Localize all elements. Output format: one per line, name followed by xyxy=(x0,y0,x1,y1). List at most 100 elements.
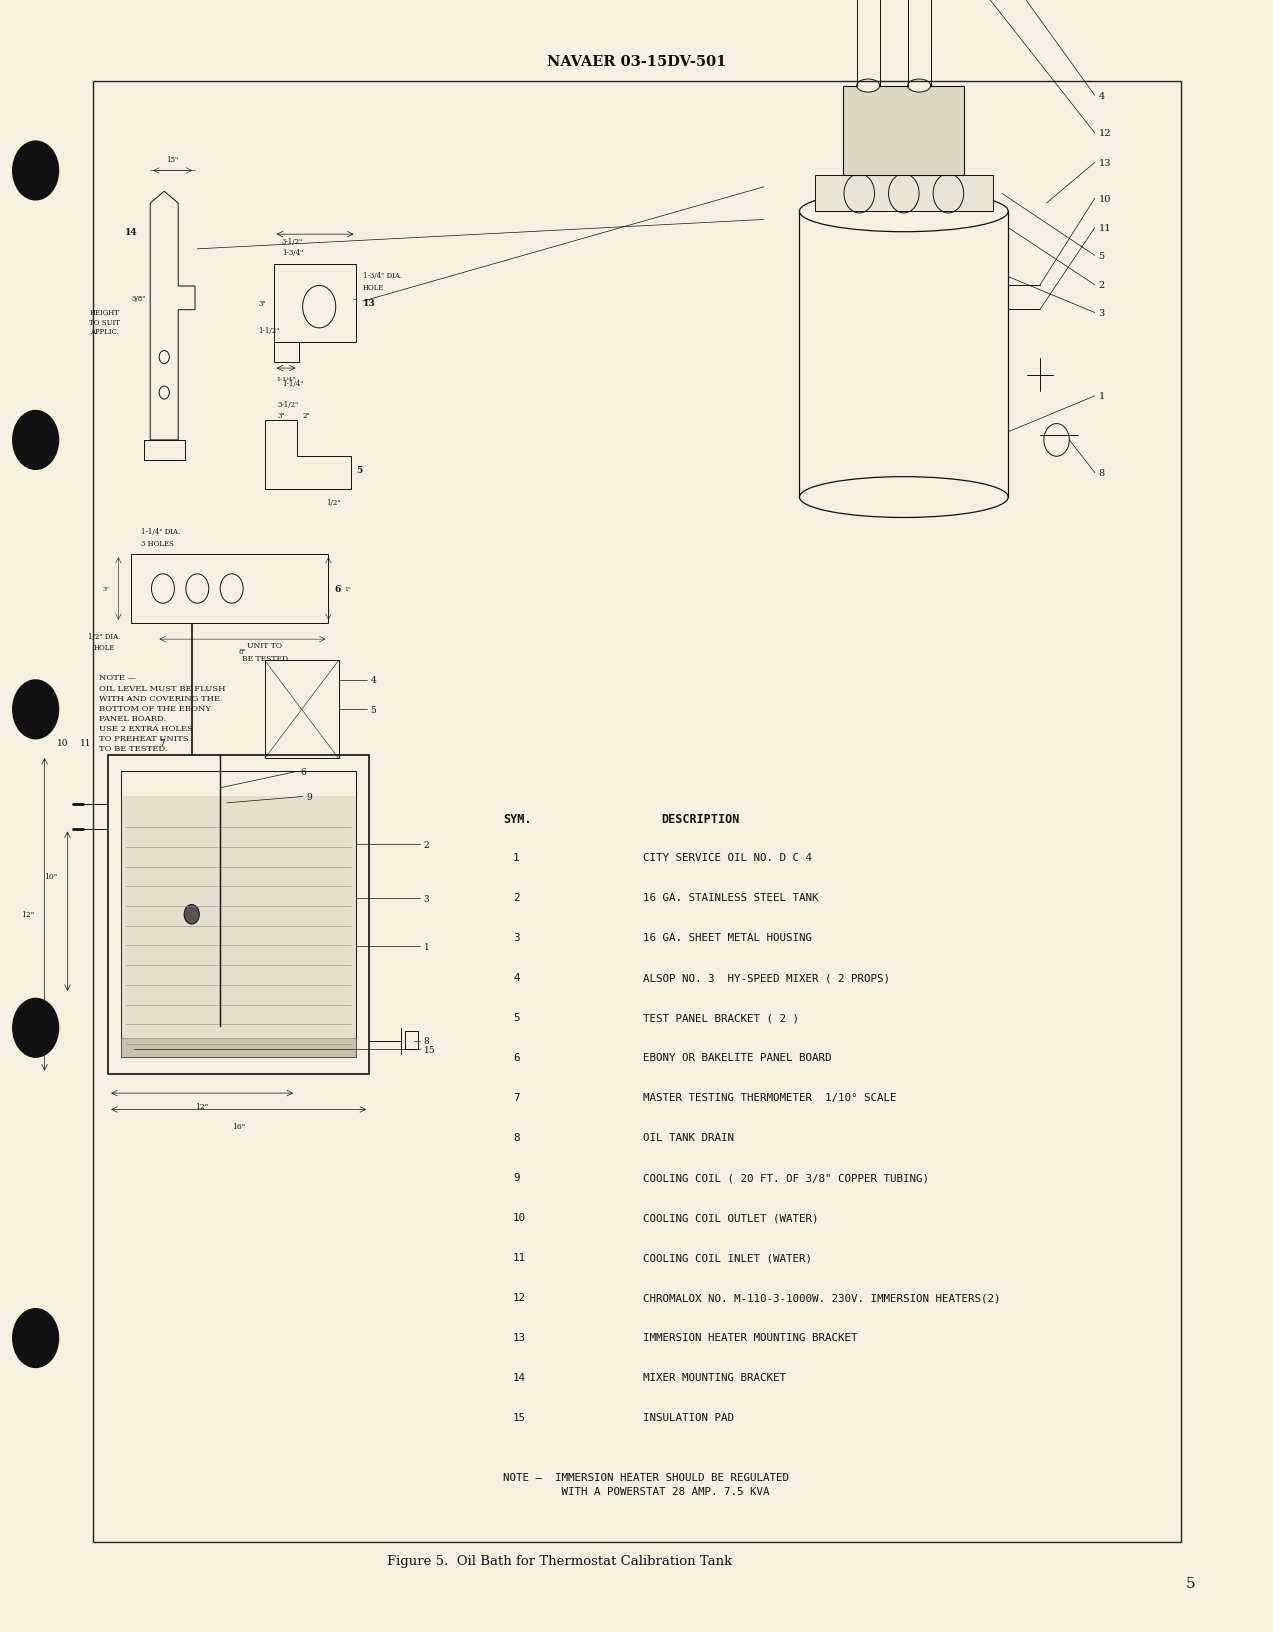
Text: 6: 6 xyxy=(513,1053,519,1062)
Text: 1-3/4" DIA.: 1-3/4" DIA. xyxy=(363,273,402,281)
Text: 1-1/4": 1-1/4" xyxy=(276,375,295,382)
Text: 13: 13 xyxy=(1099,158,1111,168)
Text: 1/2": 1/2" xyxy=(326,499,340,506)
Circle shape xyxy=(13,411,59,470)
Text: 10: 10 xyxy=(513,1213,526,1222)
Text: 13: 13 xyxy=(513,1332,526,1343)
Text: 15: 15 xyxy=(513,1412,526,1423)
Text: NOTE —  IMMERSION HEATER SHOULD BE REGULATED
         WITH A POWERSTAT 28 AMP. 7: NOTE — IMMERSION HEATER SHOULD BE REGULA… xyxy=(503,1472,789,1497)
Text: SYM.: SYM. xyxy=(503,813,531,826)
Circle shape xyxy=(13,1309,59,1368)
Text: 5: 5 xyxy=(1185,1577,1195,1590)
Bar xyxy=(121,772,356,1058)
Bar xyxy=(843,86,964,176)
Text: 14: 14 xyxy=(125,228,137,237)
Text: 3": 3" xyxy=(258,300,266,307)
Text: 11: 11 xyxy=(1099,224,1111,233)
Text: 1-3/4": 1-3/4" xyxy=(283,250,303,256)
Circle shape xyxy=(13,999,59,1058)
Text: 1-1/4": 1-1/4" xyxy=(283,380,303,387)
Text: OIL TANK DRAIN: OIL TANK DRAIN xyxy=(643,1133,733,1142)
Text: 3-1/2": 3-1/2" xyxy=(278,401,299,408)
Text: 16 GA. STAINLESS STEEL TANK: 16 GA. STAINLESS STEEL TANK xyxy=(643,893,819,902)
Bar xyxy=(265,661,339,759)
Text: COOLING COIL OUTLET (WATER): COOLING COIL OUTLET (WATER) xyxy=(643,1213,819,1222)
Text: HEIGHT
TO SUIT
APPLIC.: HEIGHT TO SUIT APPLIC. xyxy=(89,308,120,336)
Text: 11: 11 xyxy=(513,1253,526,1263)
Circle shape xyxy=(13,681,59,739)
Text: 5: 5 xyxy=(370,705,377,715)
Text: HOLE: HOLE xyxy=(363,284,384,292)
Text: UNIT TO: UNIT TO xyxy=(247,641,283,650)
Text: 3 HOLES: 3 HOLES xyxy=(141,540,174,547)
Text: 3-1/2": 3-1/2" xyxy=(283,238,303,245)
Text: 9: 9 xyxy=(513,1172,519,1183)
Text: ALSOP NO. 3  HY-SPEED MIXER ( 2 PROPS): ALSOP NO. 3 HY-SPEED MIXER ( 2 PROPS) xyxy=(643,973,890,982)
Text: 10: 10 xyxy=(57,738,69,747)
Text: 6: 6 xyxy=(335,584,341,594)
Text: 1/2" DIA.: 1/2" DIA. xyxy=(88,633,121,640)
Text: IMMERSION HEATER MOUNTING BRACKET: IMMERSION HEATER MOUNTING BRACKET xyxy=(643,1332,857,1343)
Text: COOLING COIL ( 20 FT. OF 3/8" COPPER TUBING): COOLING COIL ( 20 FT. OF 3/8" COPPER TUB… xyxy=(643,1172,929,1183)
Text: 7: 7 xyxy=(159,738,165,747)
Ellipse shape xyxy=(908,80,931,93)
Text: CITY SERVICE OIL NO. D C 4: CITY SERVICE OIL NO. D C 4 xyxy=(643,852,812,863)
Text: 3": 3" xyxy=(102,586,109,592)
Bar xyxy=(93,82,1181,1542)
Circle shape xyxy=(185,904,200,924)
Text: 6: 6 xyxy=(300,767,307,777)
Text: BE TESTED: BE TESTED xyxy=(242,654,288,663)
Text: 14: 14 xyxy=(513,1373,526,1382)
Text: 5: 5 xyxy=(513,1012,519,1023)
Text: 9: 9 xyxy=(307,793,313,801)
Text: INSULATION PAD: INSULATION PAD xyxy=(643,1412,733,1423)
Text: CHROMALOX NO. M-110-3-1000W. 230V. IMMERSION HEATERS(2): CHROMALOX NO. M-110-3-1000W. 230V. IMMER… xyxy=(643,1293,1001,1302)
Text: Figure 5.  Oil Bath for Thermostat Calibration Tank: Figure 5. Oil Bath for Thermostat Calibr… xyxy=(387,1554,733,1567)
Ellipse shape xyxy=(799,478,1008,519)
Text: EBONY OR BAKELITE PANEL BOARD: EBONY OR BAKELITE PANEL BOARD xyxy=(643,1053,831,1062)
Text: 1-1/2": 1-1/2" xyxy=(258,326,280,335)
Bar xyxy=(121,772,356,1058)
Text: NOTE —
OIL LEVEL MUST BE FLUSH
WITH AND COVERING THE
BOTTOM OF THE EBONY
PANEL B: NOTE — OIL LEVEL MUST BE FLUSH WITH AND … xyxy=(99,674,225,752)
Text: 3: 3 xyxy=(424,894,429,904)
Text: 3/8": 3/8" xyxy=(131,295,145,302)
Text: 3": 3" xyxy=(278,413,285,419)
Text: NAVAER 03-15DV-501: NAVAER 03-15DV-501 xyxy=(547,55,726,69)
Text: 8: 8 xyxy=(1099,468,1105,478)
Text: 15": 15" xyxy=(167,157,178,163)
Text: 1": 1" xyxy=(344,586,351,592)
Text: COOLING COIL INLET (WATER): COOLING COIL INLET (WATER) xyxy=(643,1253,812,1263)
Text: 10": 10" xyxy=(45,873,57,881)
Text: 3: 3 xyxy=(1099,308,1105,318)
Text: 2: 2 xyxy=(424,840,429,849)
Text: 11: 11 xyxy=(80,738,92,747)
Text: 12: 12 xyxy=(513,1293,526,1302)
Bar xyxy=(121,796,356,1058)
Text: MASTER TESTING THERMOMETER  1/10° SCALE: MASTER TESTING THERMOMETER 1/10° SCALE xyxy=(643,1093,896,1103)
Bar xyxy=(121,1038,356,1058)
Text: 2: 2 xyxy=(513,893,519,902)
Text: 8: 8 xyxy=(424,1036,429,1046)
Text: 1: 1 xyxy=(1099,392,1105,401)
Text: 12": 12" xyxy=(196,1103,209,1110)
Text: 4: 4 xyxy=(513,973,519,982)
Text: 1-1/4" DIA.: 1-1/4" DIA. xyxy=(141,529,181,535)
Text: 12: 12 xyxy=(1099,129,1111,139)
Text: 16": 16" xyxy=(232,1123,246,1129)
Circle shape xyxy=(13,142,59,201)
Text: 7: 7 xyxy=(513,1093,519,1103)
Ellipse shape xyxy=(857,80,880,93)
Text: 1: 1 xyxy=(513,852,519,863)
Bar xyxy=(815,176,993,212)
Text: 5: 5 xyxy=(1099,251,1105,261)
Text: 8: 8 xyxy=(513,1133,519,1142)
Ellipse shape xyxy=(799,193,1008,232)
Text: 13: 13 xyxy=(363,299,376,308)
Text: 8": 8" xyxy=(238,648,247,654)
Bar xyxy=(274,264,356,343)
Text: 3: 3 xyxy=(513,934,519,943)
Text: DESCRIPTION: DESCRIPTION xyxy=(661,813,740,826)
Text: 2: 2 xyxy=(1099,281,1105,290)
Text: 1: 1 xyxy=(424,942,429,951)
Bar xyxy=(405,1031,418,1049)
